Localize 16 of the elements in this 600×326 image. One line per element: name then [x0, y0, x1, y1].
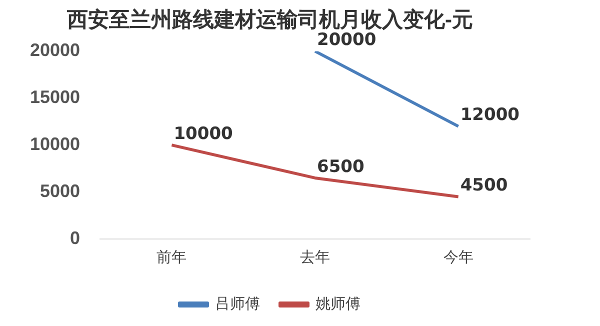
data-label: 4500 [460, 176, 508, 196]
y-tick-label: 20000 [30, 40, 80, 60]
data-label: 12000 [460, 105, 520, 126]
x-tick-label: 去年 [300, 249, 330, 266]
y-tick-label: 0 [70, 228, 80, 248]
y-tick-label: 10000 [30, 134, 80, 154]
x-tick-label: 前年 [156, 249, 187, 266]
chart-title: 西安至兰州路线建材运输司机月收入变化-元 [66, 7, 473, 32]
data-label: 10000 [174, 124, 234, 144]
legend-label: 姚师傅 [316, 296, 360, 313]
legend-label: 吕师傅 [215, 296, 260, 313]
data-label: 6500 [317, 156, 365, 177]
y-tick-label: 5000 [40, 181, 80, 202]
data-label: 20000 [317, 30, 376, 50]
y-tick-label: 15000 [30, 87, 80, 108]
x-tick-label: 今年 [443, 249, 474, 266]
